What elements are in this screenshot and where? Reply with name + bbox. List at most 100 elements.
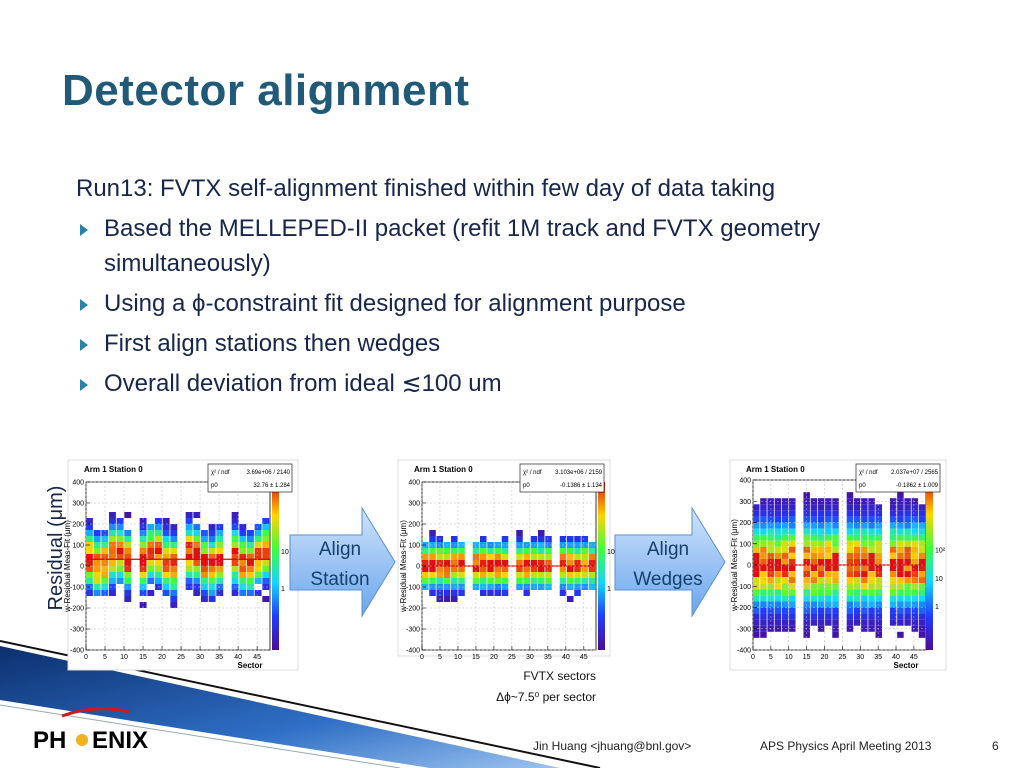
heatmap-cell [911,607,919,614]
heatmap-cell [239,560,247,566]
heatmap-cell [516,560,523,566]
heatmap-cell [868,534,875,541]
bullet-marker [80,379,88,391]
heatmap-cell [897,528,904,535]
heatmap-cell [185,518,193,524]
heatmap-cell [262,548,270,554]
heatmap-cell [889,504,897,511]
heatmap-cell [846,552,854,559]
heatmap-cell [875,516,883,523]
heatmap-cell [817,619,825,626]
heatmap-cell [262,530,270,536]
heatmap-cell [810,522,818,529]
heatmap-cell [443,554,451,560]
heatmap-cell [86,518,93,524]
heatmap-cell [93,584,101,590]
y-tick-label: -100 [70,585,84,592]
x-tick-label: 10 [785,654,793,661]
heatmap-cell [832,625,839,632]
heatmap-cell [216,530,224,536]
heatmap-cell [574,578,581,584]
heatmap-cell [789,601,796,608]
y-tick-label: 100 [408,543,420,550]
logo: PH ENIX [33,707,148,754]
heatmap-cell [767,607,774,614]
heatmap-cell [803,595,810,602]
heatmap-cell [124,560,132,566]
heatmap-cell [817,613,825,620]
heatmap-cell [109,578,116,584]
heatmap-cell [530,566,538,572]
heatmap-cell [875,607,883,614]
heatmap-cell [538,554,545,560]
heatmap-cell [116,524,124,530]
heatmap-cell [918,619,926,626]
heatmap-cell [897,516,904,523]
heatmap-cell [567,596,574,602]
heatmap-cell [825,510,832,517]
heatmap-cell [208,560,216,566]
heatmap-cell [559,566,567,572]
heatmap-cell [868,546,875,553]
heatmap-cell [853,558,861,565]
heatmap-cell [216,560,224,566]
color-bar [272,482,279,650]
heatmap-cell [422,548,429,554]
heatmap-cell [868,583,875,590]
heatmap-cell [861,510,868,517]
heatmap-cell [109,518,116,524]
y-tick-label: 400 [408,480,420,487]
heatmap-cell [239,590,247,596]
heatmap-cell [861,607,868,614]
heatmap-cell [458,572,465,578]
bullet-text: First align stations then wedges [104,330,441,357]
heatmap-cell [846,546,854,553]
heatmap-cell [124,530,132,536]
heatmap-cell [162,578,170,584]
stats-value: -0.1386 ± 1.134 [560,483,603,489]
heatmap-cell [911,504,919,511]
heatmap-cell [155,524,162,530]
heatmap-cell [897,577,904,584]
heatmap-cell [101,542,109,548]
heatmap-cell [559,560,567,566]
heatmap-cell [897,619,904,626]
heatmap-cell [538,548,545,554]
z-tick-label: 1 [607,586,611,593]
heatmap-cell [760,528,767,535]
heatmap-cell [911,595,919,602]
heatmap-cell [247,548,254,554]
heatmap-cell [832,577,839,584]
heatmap-cell [155,566,162,572]
heatmap-cell [201,578,208,584]
heatmap-cell [817,504,825,511]
heatmap-cell [201,536,208,542]
heatmap-cell [897,583,904,590]
heatmap-cell [868,571,875,578]
heatmap-cell [216,572,224,578]
heatmap-cell [193,530,201,536]
heatmap-cell [422,572,429,578]
heatmap-cell [254,572,262,578]
heatmap-cell [530,560,538,566]
heatmap-cell [810,534,818,541]
heatmap-cell [124,572,132,578]
heatmap-cell [162,524,170,530]
heatmap-cell [853,522,861,529]
heatmap-cell [832,601,839,608]
heatmap-cell [443,560,451,566]
x-tick-label: 10 [120,654,128,661]
heatmap-cell [904,534,911,541]
heatmap-cell [774,552,782,559]
heatmap-cell [162,548,170,554]
stats-label: χ² / ndf [211,470,230,476]
heatmap-cell [911,534,919,541]
heatmap-cell [147,578,155,584]
heatmap-cell [231,524,239,530]
heatmap-cell [810,595,818,602]
heatmap-cell [789,540,796,547]
heatmap-cell [170,548,178,554]
heatmap-cell [443,572,451,578]
heatmap-cell [911,516,919,523]
